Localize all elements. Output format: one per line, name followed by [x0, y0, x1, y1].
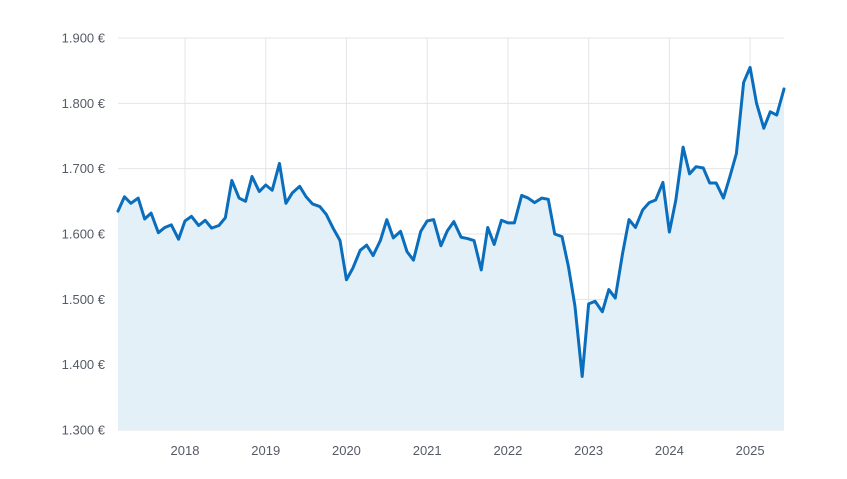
y-tick-label: 1.600 €	[62, 227, 106, 242]
x-tick-label: 2023	[574, 443, 603, 458]
x-tick-label: 2025	[736, 443, 765, 458]
y-tick-label: 1.500 €	[62, 292, 106, 307]
y-axis-labels: 1.300 € 1.400 € 1.500 € 1.600 € 1.700 € 1.800…	[62, 31, 106, 438]
x-tick-label: 2019	[251, 443, 280, 458]
x-tick-label: 2021	[413, 443, 442, 458]
y-tick-label: 1.700 €	[62, 161, 106, 176]
y-tick-label: 1.800 €	[62, 96, 106, 111]
price-area-fill	[118, 67, 784, 431]
x-axis-labels: 2018 2019 2020 2021 2022 2023 2024 2025	[171, 443, 765, 458]
x-tick-label: 2024	[655, 443, 684, 458]
x-tick-label: 2018	[171, 443, 200, 458]
y-tick-label: 1.900 €	[62, 31, 106, 46]
x-tick-label: 2020	[332, 443, 361, 458]
y-tick-label: 1.300 €	[62, 423, 106, 438]
x-tick-label: 2022	[493, 443, 522, 458]
price-line	[116, 65, 786, 378]
y-tick-label: 1.400 €	[62, 357, 106, 372]
